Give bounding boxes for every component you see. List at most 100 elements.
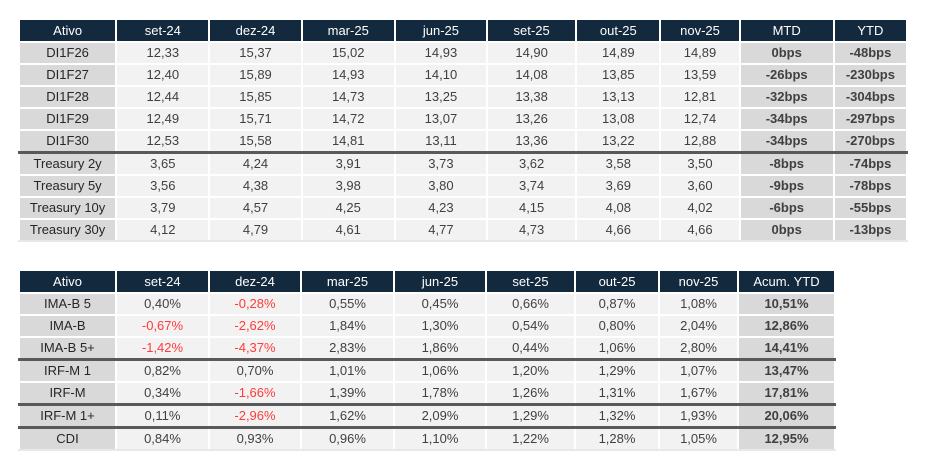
table-row: CDI 0,84% 0,93% 0,96% 1,10% 1,22% 1,28% 1,05% 12… — [18, 426, 836, 451]
row-label: Treasury 2y — [17, 151, 118, 176]
value-cell: 15,71 — [208, 107, 303, 131]
value-cell: 4,08 — [575, 196, 662, 220]
value-cell: 1,06% — [574, 336, 660, 361]
row-label: DI1F28 — [17, 85, 118, 109]
value-cell: 3,74 — [486, 174, 578, 198]
value-cell: 14,90 — [486, 41, 578, 65]
value-cell: 4,77 — [393, 218, 489, 242]
value-cell: 12,81 — [659, 85, 741, 109]
row-label: Treasury 5y — [17, 174, 118, 198]
row-label: IMA-B 5 — [18, 292, 117, 316]
value-cell: 1,62% — [300, 403, 395, 429]
value-cell: 1,22% — [485, 426, 576, 451]
value-cell: 14,10 — [393, 63, 489, 87]
value-cell: 1,86% — [393, 336, 487, 361]
value-cell: 1,93% — [658, 403, 739, 429]
value-cell: 0,96% — [300, 426, 395, 451]
value-cell: 14,81 — [300, 129, 396, 154]
value-cell: 4,66 — [659, 218, 741, 242]
value-cell: 1,06% — [393, 358, 487, 383]
value-cell: 4,38 — [208, 174, 303, 198]
value-cell: 1,39% — [300, 381, 395, 406]
ima-irf-returns-table: Ativo set-24 dez-24 mar-25 jun-25 set-25 out-2… — [18, 269, 836, 451]
summary-cell: 17,81% — [737, 381, 836, 406]
table-row: IMA-B -0,67% -2,62% 1,84% 1,30% 0,54% 0,80% 2,0… — [18, 314, 836, 338]
summary-cell: -32bps — [738, 85, 835, 109]
value-cell: 14,89 — [575, 41, 662, 65]
row-label: DI1F27 — [17, 63, 118, 87]
value-cell: 13,13 — [575, 85, 662, 109]
row-label: DI1F26 — [17, 41, 118, 65]
value-cell: -0,28% — [208, 292, 302, 316]
table-row: DI1F26 12,33 15,37 15,02 14,93 14,90 14,89 14,8… — [17, 41, 909, 65]
value-cell: 12,40 — [115, 63, 211, 87]
value-cell: 14,73 — [300, 85, 396, 109]
summary-cell: -34bps — [738, 129, 835, 154]
value-cell: 1,26% — [485, 381, 576, 406]
value-cell: 13,85 — [575, 63, 662, 87]
value-cell: 12,44 — [115, 85, 211, 109]
value-cell: 13,25 — [393, 85, 489, 109]
value-cell: 4,73 — [486, 218, 578, 242]
value-cell: 13,38 — [486, 85, 578, 109]
value-cell: -1,42% — [115, 336, 210, 361]
value-cell: 3,58 — [575, 151, 662, 176]
header-row: Ativo set-24 dez-24 mar-25 jun-25 set-25 out-2… — [18, 269, 836, 294]
value-cell: 2,80% — [658, 336, 739, 361]
value-cell: 13,22 — [575, 129, 662, 154]
summary-cell: 13,47% — [737, 358, 836, 383]
value-cell: 15,02 — [300, 41, 396, 65]
value-cell: 0,40% — [115, 292, 210, 316]
column-header: nov-25 — [658, 269, 739, 294]
value-cell: -0,67% — [115, 314, 210, 338]
value-cell: 1,32% — [574, 403, 660, 429]
table-row: Treasury 5y 3,56 4,38 3,98 3,80 3,74 3,69 3,60-… — [17, 174, 909, 198]
summary-cell: -9bps — [738, 174, 835, 198]
column-header: Ativo — [18, 269, 117, 294]
value-cell: 2,09% — [393, 403, 487, 429]
summary-cell: -74bps — [832, 151, 909, 176]
value-cell: 4,15 — [486, 196, 578, 220]
table-row: IRF-M 0,34% -1,66% 1,39% 1,78% 1,26% 1,31% 1,67… — [18, 381, 836, 406]
table-row: DI1F28 12,44 15,85 14,73 13,25 13,38 13,13 12,8… — [17, 85, 909, 109]
row-label: DI1F29 — [17, 107, 118, 131]
value-cell: 13,07 — [393, 107, 489, 131]
value-cell: 3,56 — [115, 174, 211, 198]
value-cell: 1,01% — [300, 358, 395, 383]
table-row: Treasury 30y 4,12 4,79 4,61 4,77 4,73 4,66 4,66… — [17, 218, 909, 242]
returns-table-body: IMA-B 5 0,40% -0,28% 0,55% 0,45% 0,66% 0,87% 1,… — [18, 292, 836, 451]
column-header: set-25 — [485, 269, 576, 294]
row-label: IMA-B — [18, 314, 117, 338]
value-cell: 0,44% — [485, 336, 576, 361]
value-cell: 1,67% — [658, 381, 739, 406]
value-cell: -1,66% — [208, 381, 302, 406]
summary-cell: 12,95% — [737, 426, 836, 451]
row-label: IRF-M 1 — [18, 358, 117, 383]
value-cell: 0,45% — [393, 292, 487, 316]
column-header: MTD — [738, 18, 835, 43]
value-cell: 1,05% — [658, 426, 739, 451]
value-cell: 15,37 — [208, 41, 303, 65]
summary-cell: -270bps — [832, 129, 909, 154]
value-cell: 3,60 — [659, 174, 741, 198]
table-row: Treasury 2y 3,65 4,24 3,91 3,73 3,62 3,58 3,50-… — [17, 151, 909, 176]
value-cell: 0,55% — [300, 292, 395, 316]
value-cell: -2,62% — [208, 314, 302, 338]
table-row: IRF-M 1 0,82% 0,70% 1,01% 1,06% 1,20% 1,29% 1,0… — [18, 358, 836, 383]
di-treasury-rates-table: Ativo set-24 dez-24 mar-25 jun-25 set-25 out-2… — [17, 18, 909, 242]
table-row: DI1F27 12,40 15,89 14,93 14,10 14,08 13,85 13,5… — [17, 63, 909, 87]
value-cell: 3,73 — [393, 151, 489, 176]
value-cell: 3,98 — [300, 174, 396, 198]
value-cell: 14,93 — [393, 41, 489, 65]
value-cell: 1,29% — [574, 358, 660, 383]
value-cell: 4,24 — [208, 151, 303, 176]
column-header: jun-25 — [393, 269, 487, 294]
summary-cell: -297bps — [832, 107, 909, 131]
column-header: YTD — [832, 18, 909, 43]
value-cell: 0,34% — [115, 381, 210, 406]
value-cell: 3,80 — [393, 174, 489, 198]
value-cell: 12,53 — [115, 129, 211, 154]
value-cell: 4,79 — [208, 218, 303, 242]
value-cell: 4,57 — [208, 196, 303, 220]
value-cell: 14,93 — [300, 63, 396, 87]
